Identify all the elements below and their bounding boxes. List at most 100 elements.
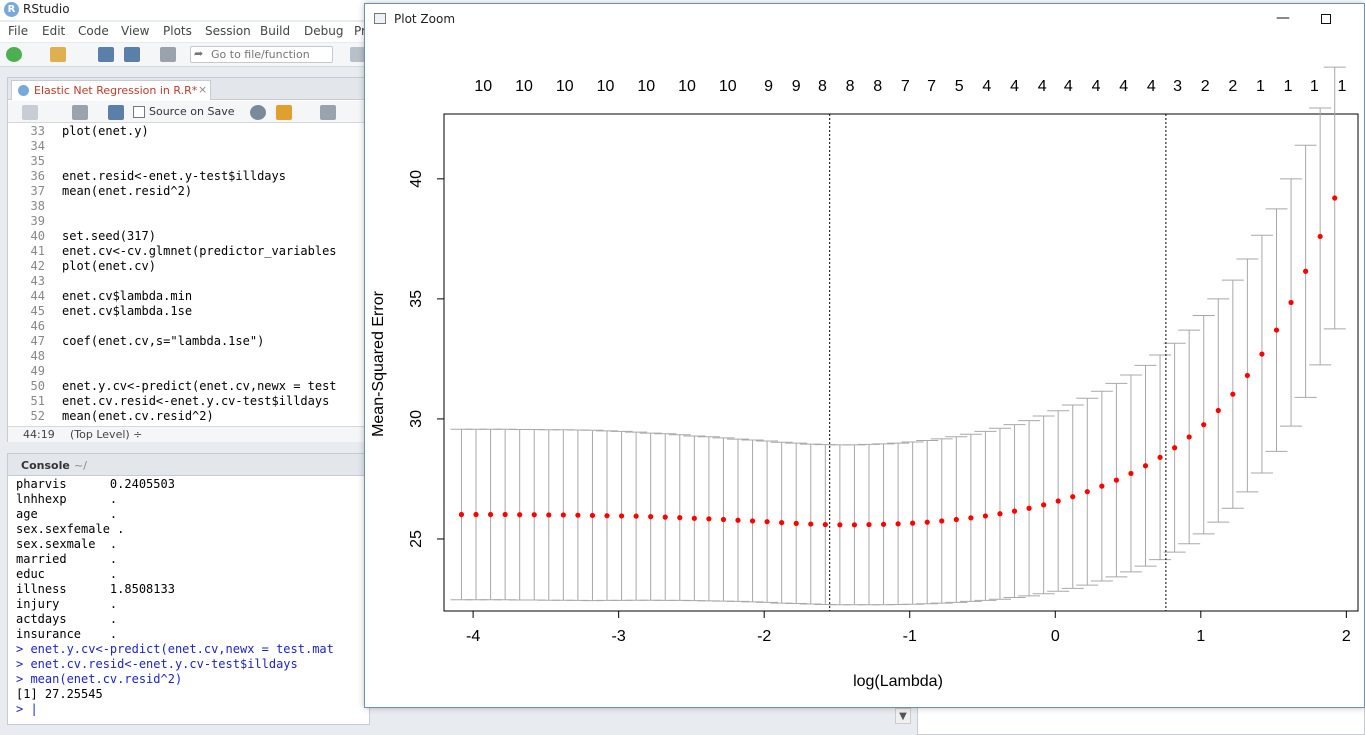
line-number: 49 [30,364,45,378]
line-number: 50 [30,379,45,393]
save-all-icon[interactable] [124,47,140,62]
mse-point [1303,268,1309,274]
chevron-down-icon[interactable]: ▼ [895,708,911,724]
x-axis: -4 -3 -2 -1 0 1 2 [466,611,1351,645]
scope-level[interactable]: (Top Level) ÷ [70,428,143,441]
editor-tab[interactable]: Elastic Net Regression in R.R* × [11,80,211,100]
code-line[interactable]: 41 enet.cv<-cv.glmnet(predictor_variables [8,244,369,259]
mse-point [837,522,843,528]
code-line[interactable]: 39 [8,214,369,229]
top-axis-label: 2 [1228,78,1237,95]
mse-point [691,515,697,521]
mse-point [1041,502,1047,508]
editor-save-icon[interactable] [108,105,124,120]
mse-point [1157,454,1163,460]
open-project-icon[interactable] [50,47,66,62]
line-number: 42 [30,259,45,273]
back-arrow-icon[interactable] [22,105,38,120]
print-icon[interactable] [160,47,176,62]
rstudio-logo-icon: R [4,2,19,17]
line-number: 52 [30,409,45,423]
menu-profile[interactable]: Pr [354,24,366,38]
mse-point [1026,505,1032,511]
code-line[interactable]: 52 mean(enet.cv.resid^2) [8,409,369,424]
code-line[interactable]: 44 enet.cv$lambda.min [8,289,369,304]
code-line[interactable]: 40 set.seed(317) [8,229,369,244]
code-line[interactable]: 51 enet.cv.resid<-enet.y.cv-test$illdays [8,394,369,409]
show-in-window-icon[interactable] [72,105,88,120]
minimize-button[interactable]: — [1276,10,1290,26]
console-output[interactable]: pharvis 0.2405503 lnhhexp . age . sex.sexfe… [8,477,369,725]
code-line[interactable]: 46 [8,319,369,334]
code-line[interactable]: 43 [8,274,369,289]
editor-toolbar: Source on Save [8,101,369,123]
menu-file[interactable]: File [8,24,29,38]
cv-glmnet-plot: 10 10 10 10 10 10 10 9 9 8 8 8 7 7 5 4 4 4 4 4 4 4 3 2 2 1 1 1 1 -4-… [370,66,1359,690]
code-text: enet.resid<-enet.y-test$illdays [62,169,286,183]
code-line[interactable]: 36 enet.resid<-enet.y-test$illdays [8,169,369,184]
menu-session[interactable]: Session [205,24,251,38]
mse-point [1273,327,1280,333]
menu-edit[interactable]: Edit [42,24,66,38]
line-number: 46 [30,319,45,333]
code-line[interactable]: 49 [8,364,369,379]
code-line[interactable]: 37 mean(enet.resid^2) [8,184,369,199]
console-line: > | [16,702,38,716]
menu-plots[interactable]: Plots [163,24,192,38]
mse-point [779,520,785,526]
menu-view[interactable]: View [121,24,150,38]
code-editor[interactable]: 33 plot(enet.y) 34 35 36 enet.resid<-enet.y-t… [8,124,369,426]
code-line[interactable]: 38 [8,199,369,214]
source-on-save-checkbox[interactable] [133,106,145,118]
mse-point [546,512,552,518]
console-line: age . [16,507,118,521]
mse-point [1142,463,1149,469]
goto-file-function[interactable]: ➦ [190,46,333,63]
line-number: 36 [30,169,45,183]
cursor-position: 44:19 [23,428,55,441]
goto-input[interactable] [211,48,329,61]
x-tick-label: 0 [1051,628,1060,645]
close-tab-icon[interactable]: × [198,83,208,96]
console-header: Console ~/ [8,454,369,476]
line-number: 33 [30,124,45,138]
menu-build[interactable]: Build [260,24,291,38]
mse-point [1011,508,1018,514]
console-line: injury . [16,597,118,611]
maximize-button[interactable] [1314,6,1340,32]
compile-report-icon[interactable] [320,105,336,120]
mse-point [473,511,479,518]
mse-point [633,513,639,519]
editor-tab-label: Elastic Net Regression in R.R* [34,84,198,97]
code-line[interactable]: 33 plot(enet.y) [8,124,369,139]
mse-point [880,521,887,527]
x-axis-label: log(Lambda) [853,673,943,690]
code-line[interactable]: 34 [8,139,369,154]
mse-point [953,516,959,523]
code-text: mean(enet.resid^2) [62,184,193,198]
line-number: 37 [30,184,45,198]
search-icon[interactable] [250,105,266,120]
save-icon[interactable] [98,47,114,62]
grid-icon[interactable] [350,47,366,62]
code-text: plot(enet.y) [62,124,149,138]
code-line[interactable]: 50 enet.y.cv<-predict(enet.cv,newx = test [8,379,369,394]
mse-point [924,519,930,525]
mse-point [1084,489,1090,495]
console-pane: Console ~/ pharvis 0.2405503 lnhhexp . age… [7,453,370,725]
y-tick-label: 35 [408,290,425,308]
code-line[interactable]: 47 coef(enet.cv,s="lambda.1se") [8,334,369,349]
console-title[interactable]: Console [21,459,70,472]
menu-code[interactable]: Code [78,24,109,38]
code-line[interactable]: 35 [8,154,369,169]
code-line[interactable]: 42 plot(enet.cv) [8,259,369,274]
code-tools-wand-icon[interactable] [276,105,292,120]
new-file-icon[interactable] [6,47,22,62]
code-line[interactable]: 45 enet.cv$lambda.1se [8,304,369,319]
mse-point [604,513,610,519]
top-axis-label: 4 [1147,78,1156,95]
menu-debug[interactable]: Debug [304,24,344,38]
mse-point [517,512,523,518]
mse-point [1172,445,1178,451]
code-line[interactable]: 48 [8,349,369,364]
